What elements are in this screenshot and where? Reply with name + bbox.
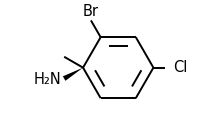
Text: Br: Br (83, 4, 99, 19)
Text: H₂N: H₂N (33, 72, 61, 87)
Polygon shape (63, 68, 83, 81)
Text: Cl: Cl (173, 60, 187, 75)
